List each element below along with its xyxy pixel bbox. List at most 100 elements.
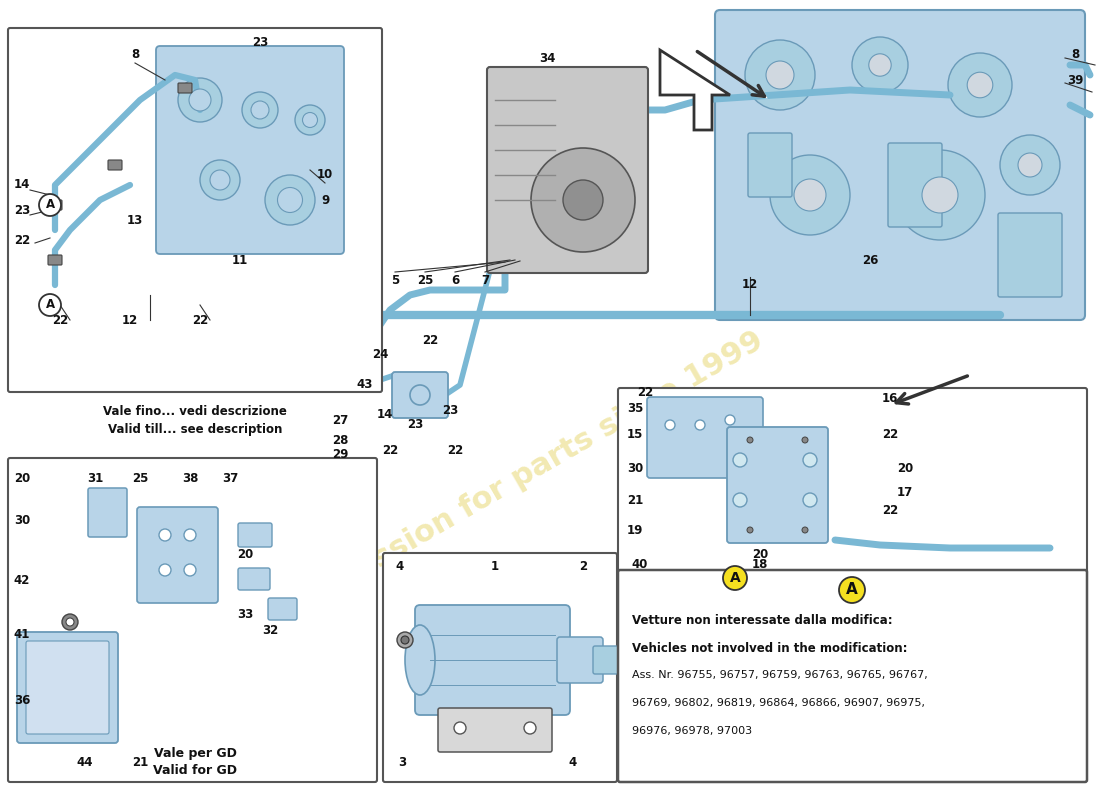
Text: A: A [45,298,55,311]
Text: 4: 4 [569,757,578,770]
FancyBboxPatch shape [108,160,122,170]
Text: 22: 22 [882,503,898,517]
Circle shape [160,564,170,576]
FancyBboxPatch shape [593,646,627,674]
Text: 37: 37 [222,471,238,485]
FancyBboxPatch shape [238,523,272,547]
Text: 19: 19 [627,523,644,537]
Text: 22: 22 [422,334,438,346]
Circle shape [62,614,78,630]
Text: 12: 12 [741,278,758,291]
FancyBboxPatch shape [178,83,192,93]
Circle shape [531,148,635,252]
FancyBboxPatch shape [383,553,617,782]
Text: Vehicles not involved in the modification:: Vehicles not involved in the modificatio… [632,642,908,655]
Text: 96976, 96978, 97003: 96976, 96978, 97003 [632,726,752,736]
Text: 42: 42 [14,574,30,586]
FancyBboxPatch shape [238,568,270,590]
Text: A: A [729,571,740,585]
Text: 32: 32 [262,623,278,637]
Circle shape [922,177,958,213]
Text: 23: 23 [442,403,458,417]
Circle shape [695,420,705,430]
Circle shape [189,89,211,111]
Text: 8: 8 [1071,49,1079,62]
FancyBboxPatch shape [88,488,126,537]
Circle shape [242,92,278,128]
Text: 7: 7 [481,274,490,286]
Ellipse shape [405,625,435,695]
Text: 23: 23 [407,418,424,431]
Text: 4: 4 [396,561,404,574]
FancyBboxPatch shape [438,708,552,752]
Text: 3: 3 [398,757,406,770]
Text: 21: 21 [132,755,148,769]
FancyBboxPatch shape [715,10,1085,320]
Circle shape [251,101,270,119]
Circle shape [178,78,222,122]
Text: 1: 1 [491,561,499,574]
Text: 10: 10 [317,169,333,182]
Circle shape [733,453,747,467]
Text: A: A [846,582,858,598]
Circle shape [1000,135,1060,195]
FancyBboxPatch shape [888,143,942,227]
Circle shape [869,54,891,76]
Text: 30: 30 [627,462,644,474]
Text: 17: 17 [896,486,913,499]
FancyBboxPatch shape [998,213,1062,297]
Text: 24: 24 [372,349,388,362]
Circle shape [402,636,409,644]
FancyBboxPatch shape [618,570,1087,782]
Circle shape [803,453,817,467]
Text: 22: 22 [52,314,68,326]
Text: 39: 39 [1067,74,1084,86]
Circle shape [747,527,754,533]
Circle shape [200,160,240,200]
Circle shape [277,187,302,213]
Text: 14: 14 [14,178,30,191]
Text: 27: 27 [332,414,348,426]
Circle shape [770,155,850,235]
Text: Vale per GD
Valid for GD: Vale per GD Valid for GD [153,746,236,778]
FancyBboxPatch shape [48,200,62,210]
Text: 28: 28 [332,434,349,446]
Text: 26: 26 [861,254,878,266]
Circle shape [852,37,907,93]
Circle shape [397,632,412,648]
Circle shape [967,72,993,98]
Circle shape [895,150,984,240]
Text: 22: 22 [447,443,463,457]
Text: 44: 44 [77,755,94,769]
FancyBboxPatch shape [392,372,448,418]
Circle shape [210,170,230,190]
Text: 22: 22 [637,386,653,399]
FancyBboxPatch shape [727,427,828,543]
Text: 25: 25 [132,471,148,485]
Text: 34: 34 [539,51,556,65]
FancyBboxPatch shape [138,507,218,603]
FancyBboxPatch shape [487,67,648,273]
Text: 38: 38 [182,471,198,485]
Text: 21: 21 [627,494,644,506]
Text: 33: 33 [236,609,253,622]
Text: 14: 14 [377,409,393,422]
Circle shape [295,105,324,135]
Text: 31: 31 [87,471,103,485]
Circle shape [184,564,196,576]
Text: passion for parts since 1999: passion for parts since 1999 [331,326,769,594]
Text: 11: 11 [232,254,249,266]
Circle shape [160,529,170,541]
Circle shape [747,437,754,443]
Circle shape [66,618,74,626]
Text: 22: 22 [14,234,30,246]
Circle shape [302,113,318,127]
Circle shape [454,722,466,734]
Text: 18: 18 [751,558,768,571]
Text: Vale fino... vedi descrizione
Valid till... see description: Vale fino... vedi descrizione Valid till… [103,405,287,436]
Text: Ass. Nr. 96755, 96757, 96759, 96763, 96765, 96767,: Ass. Nr. 96755, 96757, 96759, 96763, 967… [632,670,927,680]
FancyBboxPatch shape [48,255,62,265]
Text: 22: 22 [382,443,398,457]
Text: 40: 40 [631,558,648,571]
Text: 9: 9 [321,194,329,206]
